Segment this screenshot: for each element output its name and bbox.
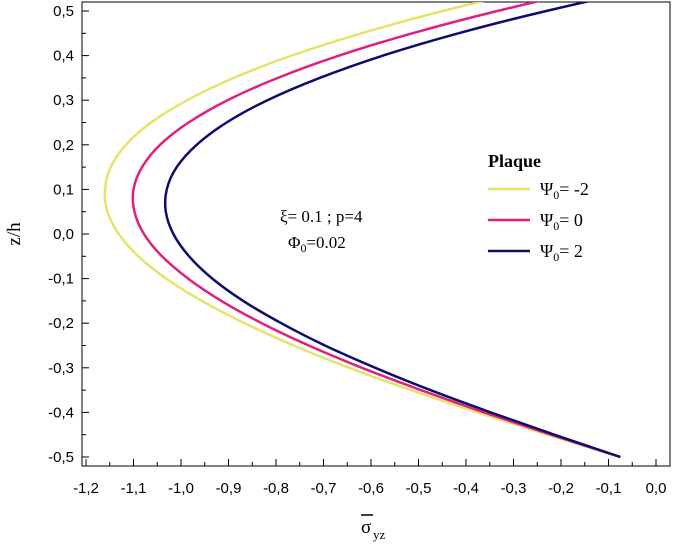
y-tick-label: -0,2 xyxy=(48,315,74,332)
x-tick-label: -0,3 xyxy=(501,480,527,497)
x-tick-label: -0,2 xyxy=(548,480,574,497)
y-axis-title: z/h xyxy=(4,222,25,246)
legend-entry: Ψ0= 0 xyxy=(488,210,583,233)
annotation-phi-value: =0.02 xyxy=(306,233,345,252)
x-axis-title-sub: yz xyxy=(373,527,386,542)
y-tick-label: 0,0 xyxy=(53,226,74,243)
x-axis-title: σ yz xyxy=(361,514,386,542)
x-tick-label: 0,0 xyxy=(646,480,667,497)
parameter-annotation: ξ= 0.1 ; p=4 Φ0=0.02 xyxy=(280,207,363,255)
legend-label: Ψ0= 2 xyxy=(540,241,583,264)
series-line xyxy=(163,2,621,459)
series-line xyxy=(131,2,621,459)
annotation-line1: ξ= 0.1 ; p=4 xyxy=(280,207,363,226)
y-tick-label: 0,2 xyxy=(53,137,74,154)
y-tick-label: 0,1 xyxy=(53,181,74,198)
x-axis-ticks: -1,2 -1,1 -1,0 -0,9 -0,8 -0,7 -0,6 -0,5 -0,4 -0,3… xyxy=(73,459,666,497)
legend-entry: Ψ0= 2 xyxy=(488,241,583,264)
x-tick-label: -1,1 xyxy=(121,480,147,497)
y-axis-ticks: -0,5 -0,4 -0,3 -0,2 -0,1 0,0 0,1 0,2 0,3 0,4 0,5 xyxy=(48,3,89,466)
x-axis-title-symbol: σ xyxy=(361,517,371,538)
x-tick-label: -0,7 xyxy=(311,480,337,497)
y-tick-label: 0,4 xyxy=(53,48,74,65)
y-tick-label: -0,4 xyxy=(48,404,74,421)
y-tick-label: -0,3 xyxy=(48,360,74,377)
legend-label: Ψ0= -2 xyxy=(540,179,589,202)
y-tick-label: 0,5 xyxy=(53,3,74,20)
x-tick-label: -0,5 xyxy=(406,480,432,497)
legend-title: Plaque xyxy=(488,151,541,171)
x-tick-label: -0,4 xyxy=(453,480,479,497)
legend: Plaque Ψ0= -2 Ψ0= 0 Ψ0= 2 xyxy=(488,151,589,264)
x-tick-label: -0,6 xyxy=(358,480,384,497)
x-tick-label: -0,1 xyxy=(596,480,622,497)
annotation-phi-sub: 0 xyxy=(300,241,306,255)
y-tick-label: -0,1 xyxy=(48,271,74,288)
series-line xyxy=(103,2,621,459)
x-tick-label: -1,0 xyxy=(168,480,194,497)
series-group xyxy=(103,2,621,459)
x-tick-label: -0,9 xyxy=(216,480,242,497)
annotation-line2: Φ0=0.02 xyxy=(288,233,346,255)
legend-entry: Ψ0= -2 xyxy=(488,179,589,202)
legend-label: Ψ0= 0 xyxy=(540,210,583,233)
annotation-phi-symbol: Φ xyxy=(288,233,300,252)
x-tick-label: -1,2 xyxy=(73,480,99,497)
x-tick-label: -0,8 xyxy=(263,480,289,497)
y-tick-label: -0,5 xyxy=(48,449,74,466)
y-tick-label: 0,3 xyxy=(53,92,74,109)
plot-frame xyxy=(81,1,671,467)
